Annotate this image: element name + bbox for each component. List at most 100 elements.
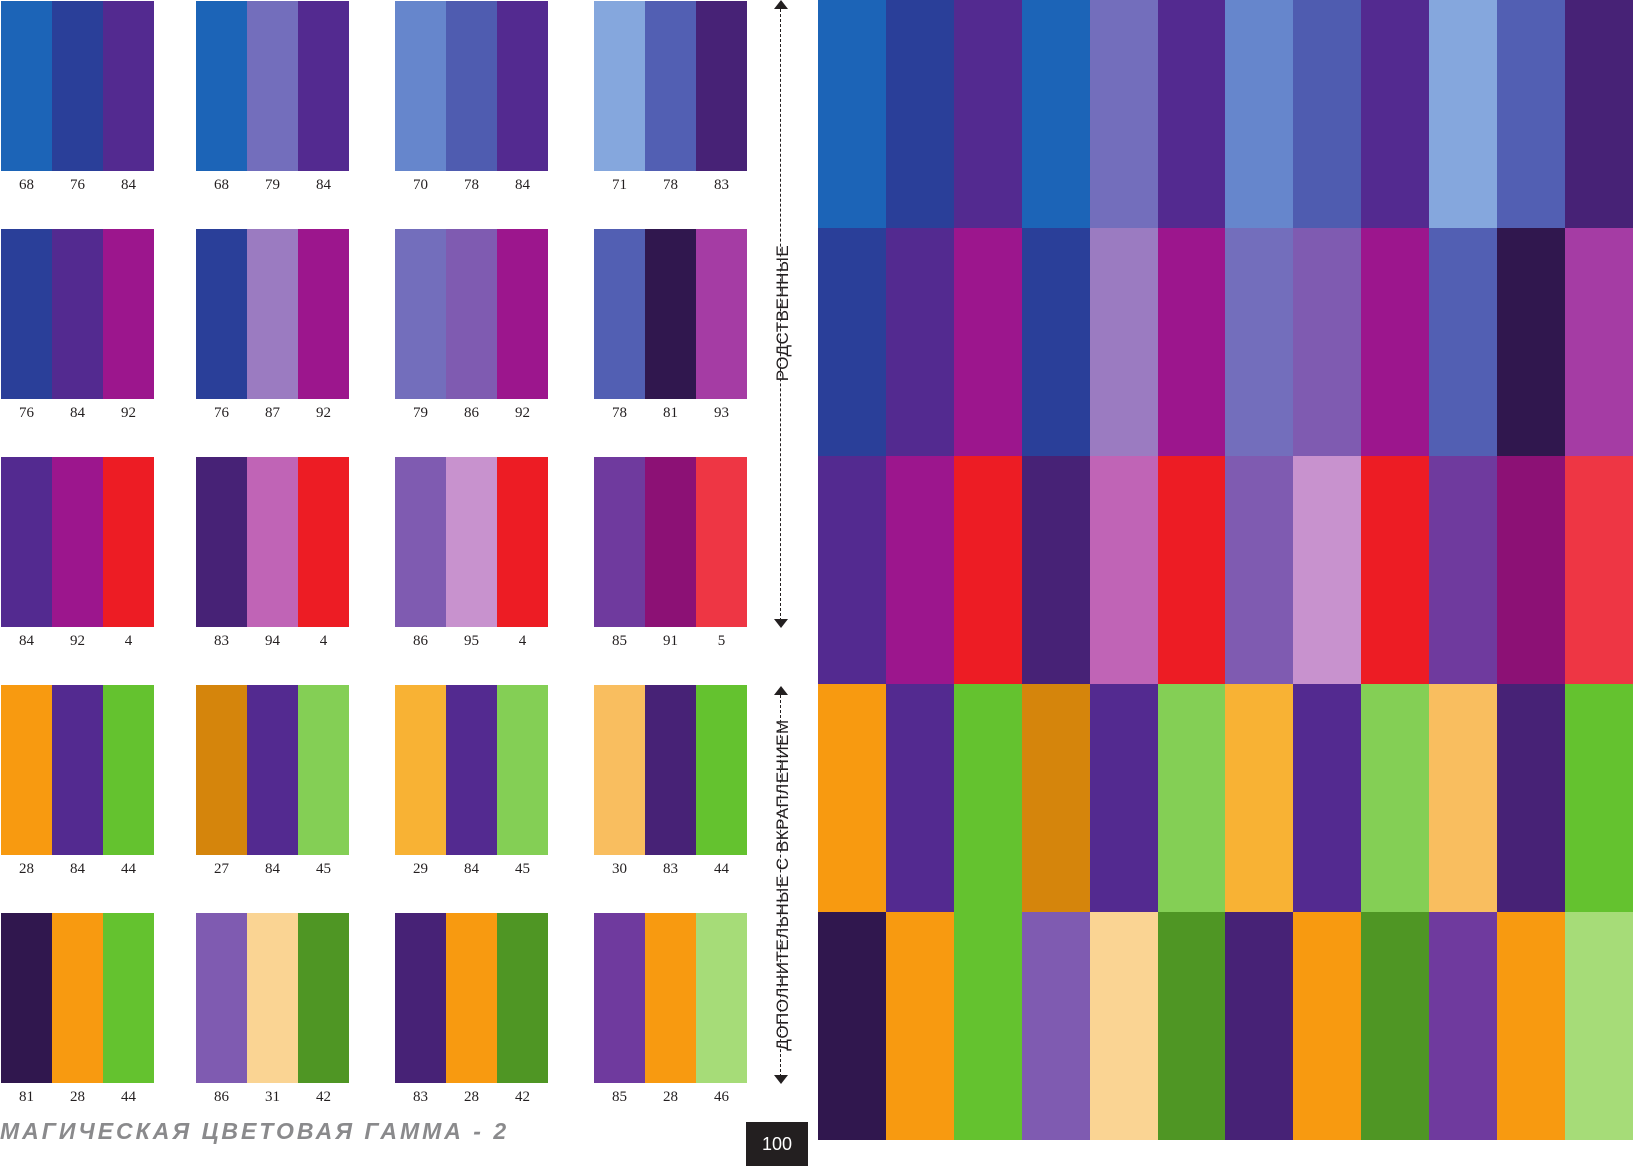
preview-color-block (1021, 0, 1090, 228)
color-number: 70 (413, 177, 428, 193)
color-swatch (52, 457, 103, 627)
preview-color-block (1565, 684, 1633, 912)
preview-color-block (1361, 228, 1430, 456)
palette-numbers: 70 78 84 (395, 177, 548, 193)
color-swatch (696, 229, 747, 399)
preview-color-block (953, 684, 1022, 912)
palette-numbers: 83 28 42 (395, 1089, 548, 1105)
color-swatch (446, 1, 497, 171)
color-number: 4 (124, 633, 133, 649)
color-number: 83 (413, 1089, 428, 1105)
preview-color-block (1157, 912, 1226, 1140)
color-number: 76 (70, 177, 85, 193)
color-swatch (103, 229, 154, 399)
palette-card: 86 95 4 (395, 457, 548, 649)
palette-numbers: 81 28 44 (1, 1089, 154, 1105)
color-swatch (52, 913, 103, 1083)
color-swatch (497, 457, 548, 627)
color-number: 76 (19, 405, 34, 421)
preview-color-block (1429, 684, 1498, 912)
preview-color-block (885, 684, 954, 912)
color-number: 95 (464, 633, 479, 649)
color-number: 79 (413, 405, 428, 421)
preview-color-block (953, 912, 1022, 1140)
palette-swatches (196, 457, 349, 627)
color-swatch (196, 457, 247, 627)
palette-swatches (196, 913, 349, 1083)
preview-color-block (1565, 456, 1633, 684)
color-number: 42 (515, 1089, 530, 1105)
color-swatch (52, 1, 103, 171)
palette-card: 76 84 92 (1, 229, 154, 421)
related-axis (774, 0, 788, 630)
palette-numbers: 83 94 4 (196, 633, 349, 649)
color-number: 29 (413, 861, 428, 877)
color-number: 84 (464, 861, 479, 877)
preview-color-block (1497, 456, 1566, 684)
preview-color-block (818, 0, 886, 228)
palette-card: 81 28 44 (1, 913, 154, 1105)
color-number: 68 (19, 177, 34, 193)
color-number: 78 (464, 177, 479, 193)
color-number: 84 (515, 177, 530, 193)
color-swatch (645, 1, 696, 171)
palette-numbers: 84 92 4 (1, 633, 154, 649)
color-swatch (247, 913, 298, 1083)
color-number: 42 (316, 1089, 331, 1105)
preview-color-block (1565, 912, 1633, 1140)
color-number: 81 (663, 405, 678, 421)
palette-numbers: 71 78 83 (594, 177, 747, 193)
arrow-down-icon (774, 1075, 788, 1084)
color-swatch (446, 229, 497, 399)
color-number: 28 (464, 1089, 479, 1105)
palette-card: 84 92 4 (1, 457, 154, 649)
palette-numbers: 76 87 92 (196, 405, 349, 421)
preview-color-block (885, 912, 954, 1140)
palette-card: 85 28 46 (594, 913, 747, 1105)
palette-swatches (594, 457, 747, 627)
color-swatch (395, 229, 446, 399)
preview-color-block (885, 456, 954, 684)
color-number: 28 (663, 1089, 678, 1105)
color-swatch (298, 1, 349, 171)
palette-card: 83 28 42 (395, 913, 548, 1105)
preview-color-block (1089, 684, 1158, 912)
color-number: 68 (214, 177, 229, 193)
preview-color-block (1361, 684, 1430, 912)
palette-card: 86 31 42 (196, 913, 349, 1105)
palette-swatches (1, 685, 154, 855)
palette-swatches (196, 685, 349, 855)
color-number: 31 (265, 1089, 280, 1105)
preview-color-block (953, 228, 1022, 456)
color-swatch (594, 913, 645, 1083)
color-swatch (497, 685, 548, 855)
color-number: 5 (717, 633, 726, 649)
arrow-down-icon (774, 619, 788, 628)
color-swatch (52, 685, 103, 855)
preview-color-block (1361, 456, 1430, 684)
preview-color-block (1157, 456, 1226, 684)
color-swatch (645, 685, 696, 855)
color-number: 45 (515, 861, 530, 877)
color-number: 44 (121, 861, 136, 877)
preview-color-block (1497, 912, 1566, 1140)
color-swatch (103, 1, 154, 171)
color-number: 84 (121, 177, 136, 193)
palette-card: 70 78 84 (395, 1, 548, 193)
preview-color-block (1293, 456, 1362, 684)
preview-color-block (1021, 684, 1090, 912)
color-number: 86 (464, 405, 479, 421)
palette-card: 28 84 44 (1, 685, 154, 877)
color-swatch (247, 229, 298, 399)
color-number: 4 (319, 633, 328, 649)
palette-numbers: 28 84 44 (1, 861, 154, 877)
color-swatch (696, 1, 747, 171)
preview-color-block (1225, 684, 1294, 912)
color-number: 91 (663, 633, 678, 649)
palette-swatches (594, 1, 747, 171)
page-number: 100 (746, 1122, 808, 1166)
preview-color-block (1089, 912, 1158, 1140)
color-swatch (196, 913, 247, 1083)
palette-numbers: 68 79 84 (196, 177, 349, 193)
preview-color-block (1361, 0, 1430, 228)
